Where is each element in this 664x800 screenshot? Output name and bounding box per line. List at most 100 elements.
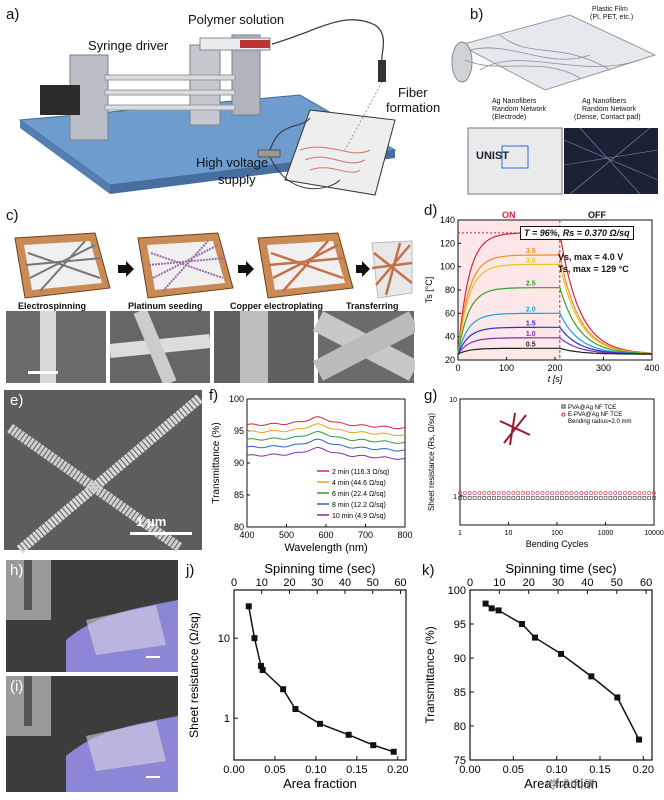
data-point: [292, 706, 299, 713]
legend-label: E-PVA@Ag NF TCE: [568, 412, 622, 418]
x-tick-label: 0: [455, 363, 460, 373]
data-point: [521, 496, 525, 500]
plot-frame: [233, 589, 407, 761]
data-point: [462, 491, 467, 495]
y-tick-label: 10: [449, 397, 457, 404]
y-axis-label: Sheet resistance (Rs, Ω/sq): [427, 413, 436, 511]
label-right-3: (Dense, Contact pad): [574, 114, 641, 121]
legend-label: 2 min (116.3 Ω/sq): [332, 469, 389, 476]
data-point: [482, 600, 489, 607]
legend-label: 10 min (4.9 Ω/sq): [332, 513, 386, 520]
scale-bar-e: 1 μm: [136, 514, 167, 529]
chart-g: 1 10 100 1000 10000 1 10 Bending Cycles Sheet re…: [427, 397, 664, 549]
y-tick-label: 40: [445, 332, 455, 342]
data-point: [495, 607, 502, 614]
series-line: [457, 263, 653, 355]
x2-tick-label: 30: [311, 577, 323, 589]
panel-f: f) 400 500 600 700 800 80 85 90 95 100 Wavelength …: [205, 385, 415, 555]
panel-b: b) Plastic Film (PI, PET, etc.) Ag Nanof…: [440, 0, 664, 200]
data-point: [598, 491, 603, 495]
x-axis-label: Wavelength (nm): [284, 542, 367, 554]
y-tick-label: 100: [440, 262, 455, 272]
data-point: [472, 491, 477, 495]
label-plastic-film-1: Plastic Film: [592, 6, 628, 13]
x-tick-label: 0.15: [346, 764, 367, 776]
x-axis-label: Bending Cycles: [526, 539, 589, 549]
series-line: [457, 347, 652, 355]
x-tick-label: 700: [358, 530, 373, 540]
data-point: [574, 496, 579, 500]
y-axis-label: Sheet resistance (Ω/sq): [187, 612, 201, 738]
y-tick-label: 80: [454, 721, 466, 733]
photo-h: [6, 560, 178, 672]
data-point: [259, 667, 266, 674]
frame-electrospinning: [14, 232, 111, 299]
data-point: [614, 694, 621, 701]
x2-tick-label: 10: [493, 577, 505, 589]
x2-tick-label: 60: [394, 577, 406, 589]
y-tick-label: 60: [445, 308, 455, 318]
data-point: [516, 491, 521, 495]
y-axis-label: Transmittance (%): [423, 626, 437, 724]
plot-frame: [459, 398, 655, 526]
data-point: [506, 491, 511, 495]
legend-label: 6 min (22.4 Ω/sq): [332, 491, 386, 498]
panel-c: c) Electrospinning Platinum seeding Copp…: [0, 203, 415, 383]
label-fiber-formation-1: Fiber: [398, 85, 428, 100]
plot-frame: [469, 589, 653, 761]
series-line: [457, 312, 652, 355]
data-point: [627, 491, 632, 495]
data-point: [540, 491, 545, 495]
x-tick-label: 0.15: [589, 764, 610, 776]
sem-row: [6, 311, 415, 383]
x-tick-label: 10: [505, 530, 513, 537]
frame-copper: [257, 232, 354, 299]
label-left-3: (Electrode): [492, 114, 527, 121]
data-point: [550, 491, 555, 495]
y-tick-label: 85: [234, 490, 244, 500]
data-point: [390, 748, 397, 755]
x-tick-label: 600: [318, 530, 333, 540]
label-syringe-driver: Syringe driver: [88, 38, 169, 53]
x2-tick-label: 60: [640, 577, 652, 589]
transferred-network: [371, 240, 413, 299]
photo-i: [6, 676, 178, 792]
data-point: [593, 491, 598, 495]
nanofiber-film-illustration: [451, 14, 659, 195]
data-point: [569, 491, 574, 495]
data-point: [589, 496, 593, 500]
data-point: [458, 491, 462, 495]
y-tick-label: 120: [440, 238, 455, 248]
legend-label: 8 min (12.2 Ω/sq): [332, 502, 386, 509]
data-point: [540, 496, 545, 500]
panel-label-g: g): [424, 387, 438, 404]
data-point: [618, 496, 622, 500]
label-on: ON: [502, 210, 516, 220]
data-point: [496, 491, 501, 495]
data-point: [487, 491, 492, 495]
x-tick-label: 200: [547, 363, 562, 373]
data-point: [501, 496, 506, 500]
panel-h: h): [6, 560, 178, 672]
label-tmax: Ts, max = 129 °C: [558, 264, 629, 274]
chart-d: 0 100 200 300 400 20 40 60 80 100 120 140 t [s] Ts [°…: [424, 215, 660, 384]
data-point: [487, 496, 491, 500]
x-tick-label: 0.10: [305, 764, 326, 776]
data-point: [574, 491, 579, 495]
data-point: [477, 491, 482, 495]
data-point: [458, 496, 462, 500]
panel-label-f: f): [209, 387, 219, 404]
photo-unist-text: UNIST: [476, 150, 509, 162]
info-box: T = 96%, Rs = 0.370 Ω/sq: [520, 226, 634, 240]
x-axis-label: Area fraction: [524, 776, 598, 791]
data-point: [613, 496, 617, 500]
x-tick-label: 300: [596, 363, 611, 373]
data-point: [589, 491, 593, 495]
step-transferring: Transferring: [346, 301, 399, 311]
data-point: [559, 491, 564, 495]
data-point: [535, 496, 540, 500]
x-tick-label: 0.20: [633, 764, 654, 776]
watermark: i学术i科研: [546, 779, 595, 791]
chart-k: 0.00 0.05 0.10 0.15 0.20 0 10 20 30 40 50 60 75 80 85 9…: [423, 561, 654, 791]
data-point: [467, 496, 472, 500]
